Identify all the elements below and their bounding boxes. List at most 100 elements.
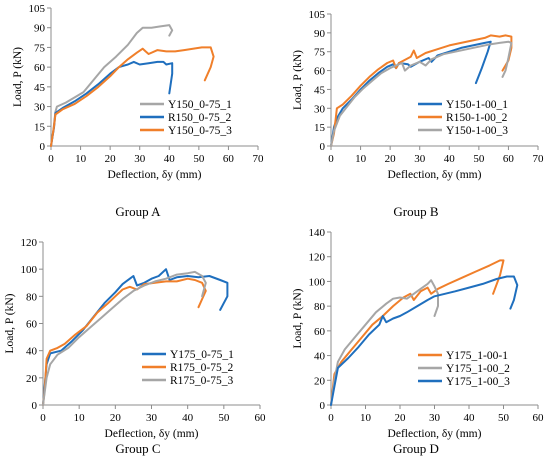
legend-label: R175_0-75_2	[170, 362, 234, 374]
x-tick-label: 50	[218, 412, 230, 424]
y-tick-label: 90	[314, 28, 326, 40]
series-line-Y150_0-75_3	[50, 46, 215, 147]
series-line-Y150_0-75_1	[50, 24, 174, 147]
y-tick-label: 140	[309, 227, 326, 239]
legend-label: Y175_1-00_3	[446, 376, 510, 388]
x-tick-label: 0	[40, 412, 46, 424]
y-tick-label: 45	[34, 82, 46, 94]
y-axis-title: Load, P (kN)	[292, 288, 304, 348]
x-tick-label: 60	[255, 412, 267, 424]
legend-label: Y175_0-75_1	[170, 349, 234, 361]
y-tick-label: 100	[309, 276, 326, 288]
x-axis-title: Deflection, δy (mm)	[388, 428, 482, 440]
y-tick-label: 45	[314, 84, 326, 96]
y-tick-label: 30	[314, 103, 326, 115]
chart-panel-4: 0 20 40 60 80 100 120 140 0 10 20 30 40 50 60 Deflectio…	[292, 227, 544, 456]
y-tick-label: 120	[21, 237, 38, 249]
x-tick-label: 40	[164, 153, 176, 165]
chart-panel-3: 0 20 40 60 80 100 120 0 10 20 30 40 50 60 Deflection, …	[4, 237, 266, 456]
y-axis-title: Load, P (kN)	[292, 50, 304, 110]
x-tick-label: 50	[193, 153, 205, 165]
legend-label: Y150-1-00_1	[446, 99, 508, 111]
series-line-Y175_1-00_3	[330, 275, 519, 406]
chart-panel-1: 0 15 30 45 60 75 90 105 0 10 20 30 40 50 60 70 Deflectio…	[12, 3, 264, 219]
panel-caption: Group C	[115, 441, 160, 456]
legend-label: R150-1-00_2	[446, 112, 508, 124]
y-tick-label: 60	[26, 319, 38, 331]
x-tick-label: 30	[414, 153, 426, 165]
y-tick-label: 30	[34, 102, 46, 114]
y-tick-label: 60	[314, 326, 326, 338]
series-line-R150-1-00_2	[330, 34, 513, 147]
legend-label: Y175_1-00_2	[446, 363, 510, 375]
x-tick-label: 70	[253, 153, 265, 165]
y-tick-label: 120	[309, 252, 326, 264]
y-tick-label: 40	[26, 346, 38, 358]
series-line-R175_0-75_3	[42, 270, 207, 406]
chart-panel-2: 0 15 30 45 60 75 90 105 0 10 20 30 40 50 60 70 Deflectio…	[292, 9, 544, 219]
y-tick-label: 0	[32, 400, 38, 412]
x-tick-label: 50	[498, 412, 510, 424]
x-tick-label: 10	[74, 412, 86, 424]
x-axis-title: Deflection, δy (mm)	[108, 169, 202, 181]
x-tick-label: 40	[464, 412, 476, 424]
y-tick-label: 60	[314, 66, 326, 78]
y-axis-title: Load, P (kN)	[12, 47, 24, 107]
y-tick-label: 75	[34, 42, 46, 54]
legend-label: R175_0-75_3	[170, 375, 234, 387]
y-tick-label: 80	[26, 291, 38, 303]
series-line-R150_0-75_2	[50, 60, 174, 147]
x-tick-label: 50	[473, 153, 485, 165]
x-tick-label: 40	[444, 153, 456, 165]
x-tick-label: 10	[355, 153, 367, 165]
y-tick-label: 20	[26, 373, 38, 385]
panel-caption: Group A	[115, 204, 161, 219]
legend-label: Y175_1-00-1	[446, 350, 508, 362]
x-axis-title: Deflection, δy (mm)	[105, 428, 199, 440]
y-tick-label: 20	[314, 375, 326, 387]
x-tick-label: 0	[48, 153, 54, 165]
x-tick-label: 40	[182, 412, 194, 424]
x-tick-label: 30	[146, 412, 158, 424]
x-tick-label: 60	[533, 412, 545, 424]
series-line-R175_0-75_2	[42, 277, 207, 406]
x-tick-label: 30	[134, 153, 146, 165]
x-tick-label: 10	[75, 153, 87, 165]
y-tick-label: 0	[40, 141, 46, 153]
y-axis-title: Load, P (kN)	[4, 293, 16, 353]
y-tick-label: 60	[34, 62, 46, 74]
legend-label: Y150_0-75_1	[168, 99, 232, 111]
y-tick-label: 75	[314, 47, 326, 59]
legend-label: Y150_0-75_3	[168, 125, 232, 137]
x-tick-label: 0	[328, 153, 334, 165]
x-tick-label: 0	[328, 412, 334, 424]
x-tick-label: 10	[360, 412, 372, 424]
x-tick-label: 60	[503, 153, 515, 165]
series-line-Y175_1-00-1	[330, 259, 505, 406]
legend-label: Y150-1-00_3	[446, 125, 508, 137]
x-tick-label: 20	[105, 153, 117, 165]
y-tick-label: 90	[34, 23, 46, 35]
y-tick-label: 0	[320, 141, 326, 153]
y-tick-label: 0	[320, 400, 326, 412]
x-tick-label: 30	[429, 412, 441, 424]
x-tick-label: 70	[533, 153, 545, 165]
x-axis-title: Deflection, δy (mm)	[388, 169, 482, 181]
y-tick-label: 100	[21, 264, 38, 276]
series-line-Y150-1-00_3	[330, 40, 513, 147]
legend-label: R150_0-75_2	[168, 112, 232, 124]
y-tick-label: 40	[314, 351, 326, 363]
series-line-Y175_1-00_2	[330, 279, 439, 406]
x-tick-label: 20	[385, 153, 397, 165]
x-tick-label: 20	[110, 412, 122, 424]
panel-caption: Group D	[393, 441, 439, 456]
y-tick-label: 15	[314, 122, 326, 134]
y-tick-label: 80	[314, 301, 326, 313]
y-tick-label: 105	[29, 3, 46, 15]
series-line-Y175_0-75_1	[42, 268, 229, 406]
